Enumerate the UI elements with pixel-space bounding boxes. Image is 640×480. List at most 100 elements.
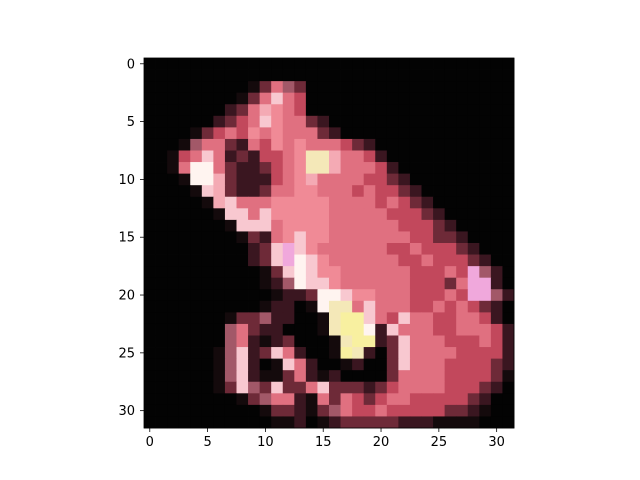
image-pixel [502, 289, 515, 302]
image-pixel [386, 243, 399, 255]
image-pixel [409, 312, 422, 325]
image-pixel [363, 323, 376, 336]
image-pixel [213, 58, 226, 70]
image-pixel [433, 381, 446, 394]
image-pixel [421, 138, 434, 151]
image-pixel [317, 58, 330, 70]
image-pixel [467, 277, 480, 290]
image-pixel [155, 289, 168, 302]
image-pixel [248, 254, 261, 267]
image-pixel [178, 243, 191, 255]
image-pixel [305, 381, 318, 394]
image-pixel [259, 138, 272, 151]
image-pixel [329, 416, 341, 429]
image-pixel [224, 254, 237, 267]
image-pixel [144, 243, 156, 255]
image-pixel [213, 254, 226, 267]
image-pixel [479, 208, 492, 221]
image-pixel [421, 335, 434, 348]
image-pixel [467, 312, 480, 325]
image-pixel [421, 312, 434, 325]
image-pixel [178, 381, 191, 394]
image-pixel [271, 219, 284, 232]
image-pixel [352, 243, 365, 255]
image-pixel [375, 404, 388, 417]
image-pixel [236, 254, 249, 267]
image-pixel [248, 162, 261, 175]
image-pixel [398, 254, 411, 267]
image-pixel [167, 370, 180, 383]
image-pixel [386, 323, 399, 336]
image-pixel [167, 150, 180, 163]
image-pixel [259, 370, 272, 383]
image-pixel [317, 393, 330, 406]
image-pixel [294, 289, 307, 302]
image-pixel [375, 58, 388, 70]
image-pixel [317, 196, 330, 209]
image-pixel [502, 162, 515, 175]
image-pixel [502, 277, 515, 290]
image-pixel [178, 347, 191, 360]
image-pixel [433, 266, 446, 279]
image-pixel [479, 150, 492, 163]
image-pixel [282, 173, 295, 186]
image-pixel [155, 323, 168, 336]
image-pixel [502, 81, 515, 94]
image-pixel [433, 127, 446, 140]
image-pixel [398, 416, 411, 429]
image-pixel [456, 104, 469, 117]
image-pixel [155, 231, 168, 244]
image-pixel [375, 254, 388, 267]
image-pixel [167, 196, 180, 209]
image-pixel [248, 104, 261, 117]
image-pixel [236, 81, 249, 94]
image-pixel [352, 69, 365, 82]
image-pixel [340, 138, 353, 151]
image-pixel [409, 404, 422, 417]
image-pixel [444, 335, 457, 348]
image-pixel [490, 162, 503, 175]
image-pixel [340, 196, 353, 209]
image-pixel [317, 416, 330, 429]
image-pixel [421, 127, 434, 140]
image-pixel [479, 300, 492, 313]
image-pixel [305, 92, 318, 105]
image-pixel [167, 358, 180, 371]
image-pixel [294, 404, 307, 417]
image-pixel [144, 323, 156, 336]
image-pixel [433, 196, 446, 209]
image-pixel [340, 219, 353, 232]
image-pixel [294, 92, 307, 105]
image-pixel [224, 58, 237, 70]
image-pixel [305, 69, 318, 82]
image-pixel [305, 162, 318, 175]
image-pixel [444, 162, 457, 175]
image-pixel [259, 92, 272, 105]
image-pixel [502, 115, 515, 128]
image-pixel [294, 196, 307, 209]
image-pixel [282, 254, 295, 267]
image-pixel [467, 254, 480, 267]
image-pixel [317, 231, 330, 244]
image-pixel [178, 150, 191, 163]
image-pixel [386, 358, 399, 371]
image-pixel [329, 358, 341, 371]
image-pixel [213, 69, 226, 82]
image-pixel [224, 300, 237, 313]
image-pixel [340, 300, 353, 313]
image-pixel [502, 370, 515, 383]
image-pixel [282, 358, 295, 371]
image-pixel [271, 58, 284, 70]
image-pixel [305, 104, 318, 117]
image-pixel [248, 69, 261, 82]
image-pixel [409, 370, 422, 383]
image-pixel [386, 127, 399, 140]
image-pixel [421, 162, 434, 175]
image-pixel [271, 162, 284, 175]
image-pixel [144, 266, 156, 279]
image-pixel [433, 219, 446, 232]
image-pixel [155, 81, 168, 94]
image-pixel [201, 115, 214, 128]
image-pixel [490, 277, 503, 290]
